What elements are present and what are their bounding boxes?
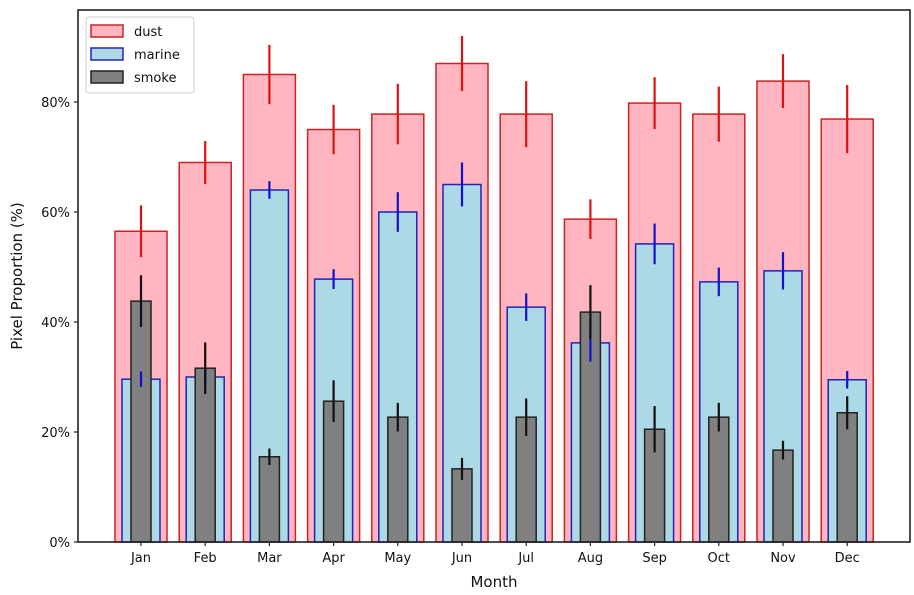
bar-smoke-mar (258, 456, 281, 543)
errorbars-layer (139, 36, 849, 480)
y-tick-label: 60% (41, 206, 70, 221)
legend: dust marine smoke (85, 16, 195, 94)
x-tick-label: Mar (257, 551, 282, 566)
bar-smoke-jan (130, 300, 152, 543)
x-tick-label: Nov (770, 551, 796, 566)
x-tick-label: Dec (835, 551, 860, 566)
bar-smoke-jul (515, 416, 537, 543)
bar-smoke-may (387, 416, 409, 543)
x-tick-label: Aug (578, 551, 603, 566)
legend-swatch-dust (90, 24, 124, 38)
x-tick-label: Jan (130, 551, 151, 566)
y-tick-label: 20% (41, 426, 70, 441)
y-tick-label: 80% (41, 96, 70, 111)
bar-smoke-feb (194, 367, 216, 543)
x-tick-label: Sep (642, 551, 667, 566)
y-tick-label: 40% (41, 316, 70, 331)
bar-smoke-dec (836, 412, 858, 543)
bar-smoke-oct (708, 416, 730, 543)
x-axis-title: Month (470, 573, 517, 591)
legend-swatch-marine (90, 47, 124, 61)
x-tick-label: Jun (451, 551, 472, 566)
x-tick-label: Jul (517, 551, 534, 566)
legend-swatch-smoke (90, 70, 124, 84)
x-axis: Jan Feb Mar Apr May Jun Jul Aug Sep Oct Nov Dec (130, 542, 860, 566)
x-tick-label: Apr (322, 551, 345, 566)
bars-layer (114, 62, 874, 543)
legend-label-smoke: smoke (134, 71, 176, 86)
x-tick-label: May (384, 551, 411, 566)
plot-frame (77, 9, 911, 543)
x-tick-label: Oct (708, 551, 730, 566)
bar-smoke-apr (322, 400, 345, 543)
y-axis-title: Pixel Proportion (%) (8, 202, 26, 350)
legend-label-marine: marine (134, 48, 180, 63)
y-axis: 0% 20% 40% 60% 80% (41, 96, 78, 551)
legend-label-dust: dust (134, 25, 162, 40)
bar-smoke-nov (772, 449, 794, 543)
x-tick-label: Feb (194, 551, 217, 566)
y-tick-label: 0% (49, 536, 70, 551)
